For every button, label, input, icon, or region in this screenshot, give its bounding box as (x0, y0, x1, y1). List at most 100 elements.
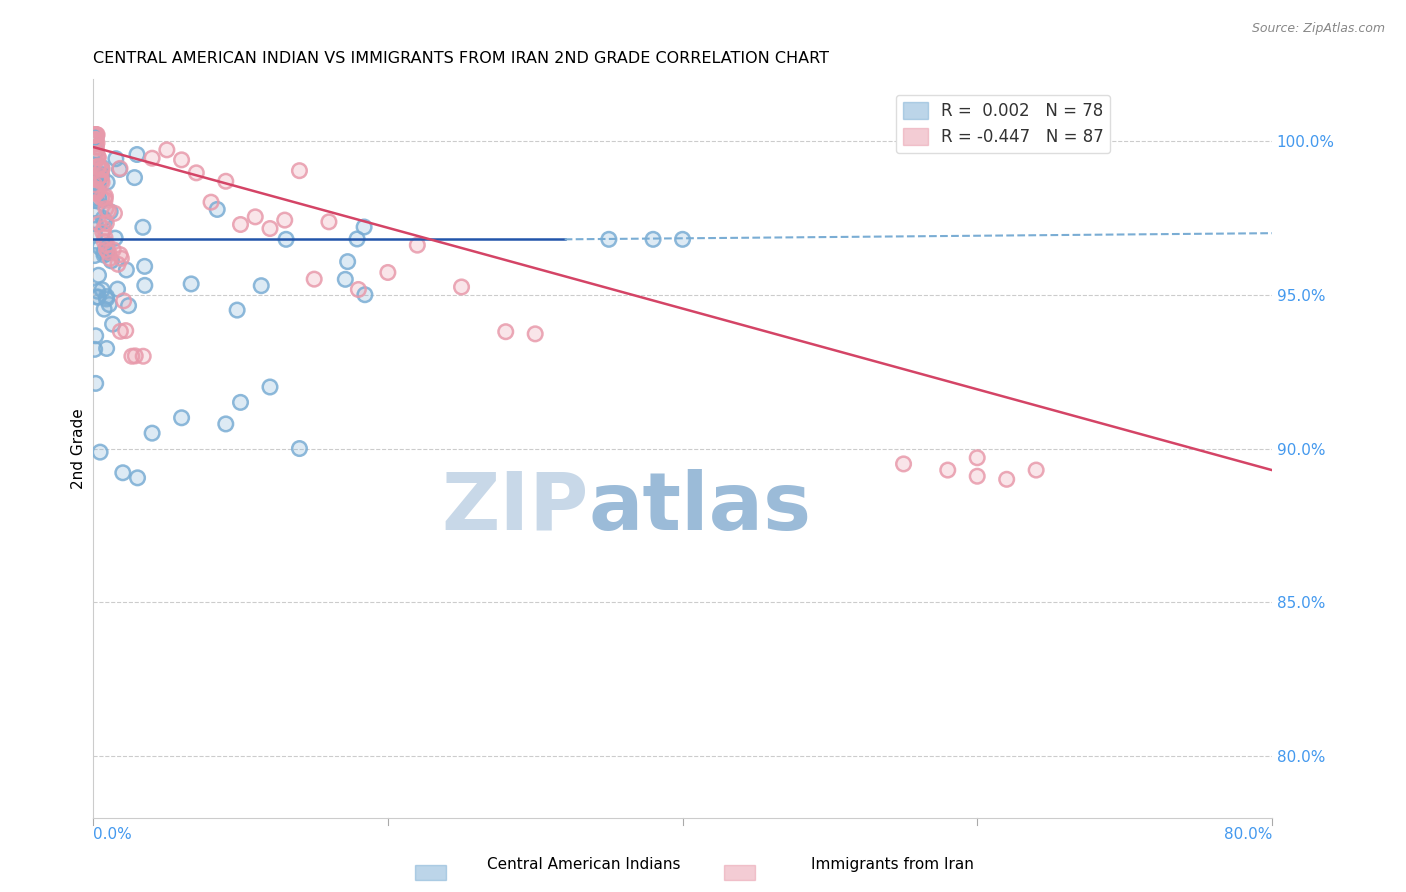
Point (87, 150, 110, 164)
Point (98, 204, 121, 219)
Point (104, 152, 127, 166)
Point (87, 159, 110, 173)
Point (995, 472, 1018, 486)
Point (966, 450, 988, 465)
Point (134, 278, 156, 293)
Point (84, 328, 107, 343)
Point (108, 247, 131, 261)
Point (107, 257, 129, 271)
Point (93, 302, 115, 317)
Point (318, 215, 340, 229)
Point (229, 218, 252, 232)
Point (87, 217, 110, 231)
Point (84, 130, 107, 145)
Point (90, 162, 112, 177)
Point (94, 189, 117, 203)
Point (250, 278, 273, 293)
Point (96, 216, 118, 230)
Point (87, 151, 110, 165)
Point (98, 297, 121, 311)
Point (84, 134, 107, 148)
Point (94, 191, 117, 205)
Point (94, 202, 117, 216)
Point (103, 243, 125, 257)
Point (90, 191, 112, 205)
Point (132, 349, 155, 363)
Point (90, 168, 112, 182)
Point (94, 189, 117, 203)
Point (100, 253, 122, 268)
Point (86, 128, 108, 142)
Point (302, 272, 325, 286)
Point (93, 235, 115, 249)
Point (87, 192, 110, 206)
Point (91, 225, 114, 239)
Point (207, 202, 229, 217)
Point (103, 243, 125, 257)
Point (90, 162, 112, 177)
Point (83, 128, 105, 143)
Point (86, 182, 108, 196)
Point (90, 173, 112, 187)
Point (91, 283, 114, 297)
Point (335, 272, 357, 286)
Point (207, 202, 229, 217)
Point (96, 243, 118, 257)
Point (87, 268, 110, 283)
Point (84, 128, 107, 142)
Point (110, 252, 132, 266)
Point (93, 302, 115, 317)
Point (86, 290, 108, 304)
Point (354, 287, 377, 301)
Point (96, 238, 118, 252)
Point (406, 238, 429, 252)
Point (215, 417, 238, 431)
Text: Source: ZipAtlas.com: Source: ZipAtlas.com (1251, 22, 1385, 36)
Point (91, 176, 114, 190)
Point (96, 241, 118, 255)
Point (94, 230, 117, 244)
Point (156, 143, 179, 157)
Point (84, 168, 107, 182)
Point (83, 169, 105, 184)
Point (226, 303, 249, 318)
Point (83, 208, 105, 222)
Point (134, 260, 156, 274)
Point (84, 328, 107, 343)
Point (83, 178, 105, 192)
Point (87, 160, 110, 174)
Point (98, 252, 121, 266)
Point (245, 210, 267, 224)
Point (141, 426, 163, 441)
Point (288, 442, 311, 456)
Point (86, 140, 108, 154)
Point (101, 317, 124, 331)
Point (84, 376, 107, 391)
Point (936, 463, 959, 477)
Point (87, 290, 110, 304)
Point (84, 175, 107, 189)
Point (966, 469, 988, 483)
Point (83, 186, 105, 200)
Point (180, 277, 202, 291)
Point (84, 128, 107, 142)
Point (93, 245, 115, 260)
Point (103, 206, 125, 220)
Point (671, 232, 693, 246)
Point (86, 184, 108, 198)
Point (87, 290, 110, 304)
Point (966, 450, 988, 465)
Point (108, 161, 131, 176)
Text: 80.0%: 80.0% (1223, 827, 1272, 842)
Point (84, 175, 107, 189)
Point (288, 163, 311, 178)
Point (347, 283, 370, 297)
Point (141, 151, 163, 165)
Point (125, 147, 148, 161)
Point (141, 151, 163, 165)
Point (90, 160, 112, 174)
Point (83, 248, 105, 262)
Point (87, 170, 110, 185)
Point (141, 426, 163, 441)
Point (259, 380, 281, 394)
